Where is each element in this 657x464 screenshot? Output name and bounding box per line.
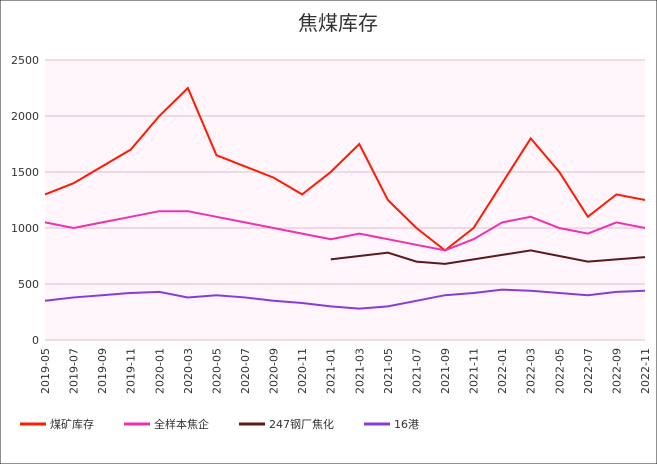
x-tick-label: 2020-03 — [182, 348, 195, 394]
x-tick-label: 2021-07 — [410, 348, 423, 394]
x-tick-label: 2020-01 — [153, 348, 166, 394]
x-tick-label: 2019-07 — [68, 348, 81, 394]
x-tick-label: 2022-05 — [553, 348, 566, 394]
y-tick-label: 1500 — [11, 166, 39, 179]
y-tick-label: 1000 — [11, 222, 39, 235]
x-tick-label: 2022-01 — [496, 348, 509, 394]
y-tick-label: 2500 — [11, 54, 39, 67]
y-tick-label: 0 — [32, 334, 39, 347]
chart: 焦煤库存 0 500 1000 1500 2000 2500 2019-05 2019-07 2… — [0, 0, 657, 464]
x-tick-label: 2022-07 — [582, 348, 595, 394]
legend-label: 247钢厂焦化 — [269, 417, 334, 431]
x-tick-label: 2020-07 — [239, 348, 252, 394]
x-tick-label: 2020-09 — [268, 348, 281, 394]
x-tick-label: 2019-09 — [96, 348, 109, 394]
legend-label: 煤矿库存 — [50, 417, 94, 431]
x-tick-label: 2021-11 — [468, 348, 481, 394]
x-tick-label: 2021-09 — [439, 348, 452, 394]
x-tick-label: 2020-05 — [210, 348, 223, 394]
x-tick-label: 2022-11 — [639, 348, 652, 394]
x-tick-label: 2019-11 — [125, 348, 138, 394]
y-tick-label: 2000 — [11, 110, 39, 123]
x-tick-label: 2022-09 — [610, 348, 623, 394]
legend-label: 全样本焦企 — [154, 417, 209, 431]
y-tick-label: 500 — [18, 278, 39, 291]
plot-area — [45, 60, 645, 340]
chart-title: 焦煤库存 — [298, 11, 378, 35]
x-tick-label: 2021-03 — [353, 348, 366, 394]
x-tick-label: 2020-11 — [296, 348, 309, 394]
x-tick-label: 2022-03 — [525, 348, 538, 394]
legend-label: 16港 — [394, 418, 419, 431]
x-tick-label: 2019-05 — [39, 348, 52, 394]
x-tick-label: 2021-01 — [325, 348, 338, 394]
x-tick-label: 2021-05 — [382, 348, 395, 394]
